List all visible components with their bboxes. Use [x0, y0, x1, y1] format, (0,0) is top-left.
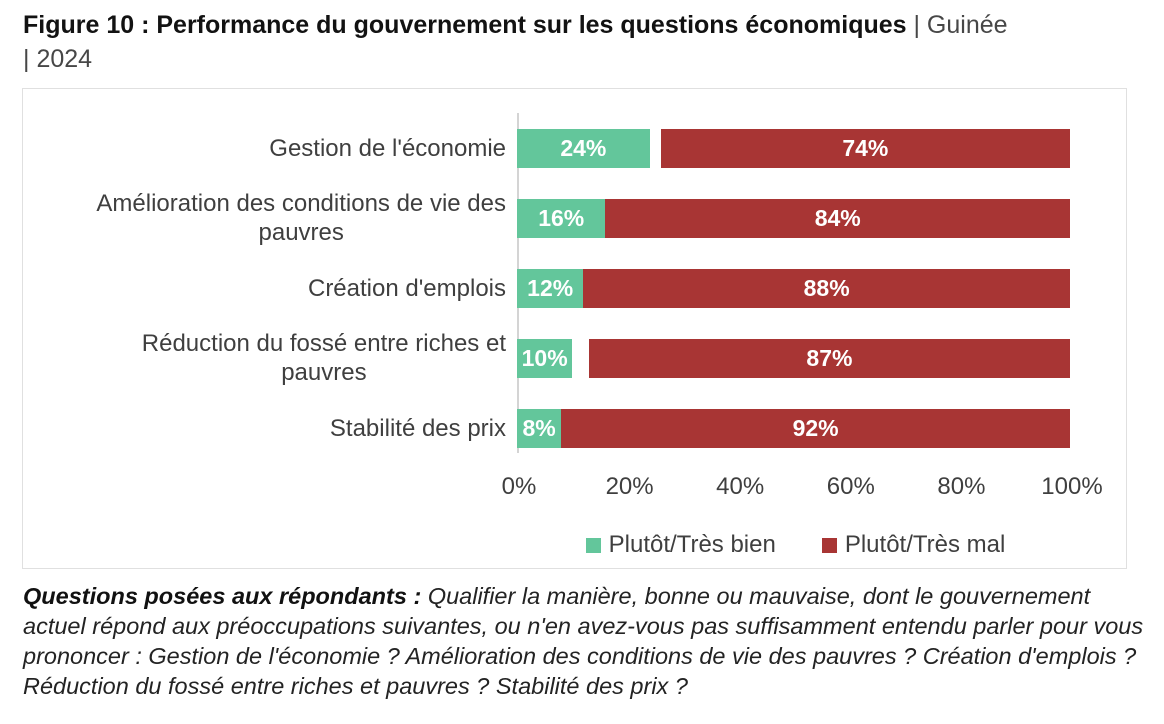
figure-title-region: | Guinée — [906, 11, 1008, 39]
x-axis-ticks: 0% 20% 40% 60% 80% 100% — [502, 473, 1103, 503]
footnote: Questions posées aux répondants : Qualif… — [23, 581, 1147, 701]
category-label: Création d'emplois — [307, 274, 506, 302]
bar-segment-bien: 10% — [517, 338, 573, 378]
legend-item: Plutôt/Très bien — [585, 531, 776, 559]
x-tick-label: 80% — [937, 473, 986, 500]
x-tick-label: 60% — [826, 473, 875, 500]
x-tick-label: 20% — [605, 473, 654, 500]
bar-segment-bien: 16% — [517, 198, 606, 238]
bar-cell: 8% 92% — [517, 393, 1070, 463]
bar-segment-bien: 24% — [517, 128, 650, 168]
footnote-lead: Questions posées aux répondants : — [23, 583, 422, 609]
bar-cell: 12% 88% — [517, 253, 1070, 323]
bar-segment-mal: 74% — [660, 128, 1070, 168]
legend-swatch-icon — [585, 537, 601, 553]
bar-cell: 10% 87% — [517, 323, 1070, 393]
legend-label: Plutôt/Très mal — [844, 531, 1006, 558]
category-label-cell: Réduction du fossé entre riches et pauvr… — [23, 323, 517, 393]
bar-segment-mal: 92% — [561, 408, 1070, 448]
bar-row: Gestion de l'économie 24% 74% — [23, 113, 1126, 183]
category-label: Amélioration des conditions de vie des p… — [96, 190, 506, 246]
category-label-cell: Amélioration des conditions de vie des p… — [23, 183, 517, 253]
bar-segment-bien: 8% — [517, 408, 562, 448]
legend: Plutôt/Très bien Plutôt/Très mal — [519, 531, 1072, 559]
legend-item: Plutôt/Très mal — [821, 531, 1006, 559]
category-label: Stabilité des prix — [329, 414, 506, 442]
bar-row: Amélioration des conditions de vie des p… — [23, 183, 1126, 253]
legend-swatch-icon — [821, 537, 837, 553]
bar-rows: Gestion de l'économie 24% 74% Amélioration … — [23, 113, 1126, 463]
bar-segment-bien: 12% — [517, 268, 584, 308]
category-label-cell: Création d'emplois — [23, 253, 517, 323]
footnote-body: Qualifier la manière, bonne ou mauvaise,… — [23, 583, 1144, 699]
x-tick-label: 100% — [1041, 473, 1103, 500]
chart-frame: Gestion de l'économie 24% 74% Amélioration … — [22, 88, 1127, 569]
figure-title: Figure 10 : Performance du gouvernement … — [23, 8, 1145, 76]
figure-title-year: | 2024 — [23, 45, 93, 73]
x-tick-label: 40% — [716, 473, 765, 500]
bar-segment-mal: 88% — [583, 268, 1070, 308]
bar-segment-mal: 87% — [588, 338, 1070, 378]
bar-row: Stabilité des prix 8% 92% — [23, 393, 1126, 463]
bar-segment-mal: 84% — [605, 198, 1070, 238]
bar-row: Réduction du fossé entre riches et pauvr… — [23, 323, 1126, 393]
x-tick-label: 0% — [501, 473, 537, 500]
category-label-cell: Stabilité des prix — [23, 393, 517, 463]
bar-row: Création d'emplois 12% 88% — [23, 253, 1126, 323]
category-label: Réduction du fossé entre riches et pauvr… — [141, 330, 506, 386]
category-label: Gestion de l'économie — [269, 134, 506, 162]
bar-cell: 24% 74% — [517, 113, 1070, 183]
bar-cell: 16% 84% — [517, 183, 1070, 253]
category-label-cell: Gestion de l'économie — [23, 113, 517, 183]
legend-label: Plutôt/Très bien — [608, 531, 776, 558]
figure-title-bold: Figure 10 : Performance du gouvernement … — [23, 11, 907, 39]
